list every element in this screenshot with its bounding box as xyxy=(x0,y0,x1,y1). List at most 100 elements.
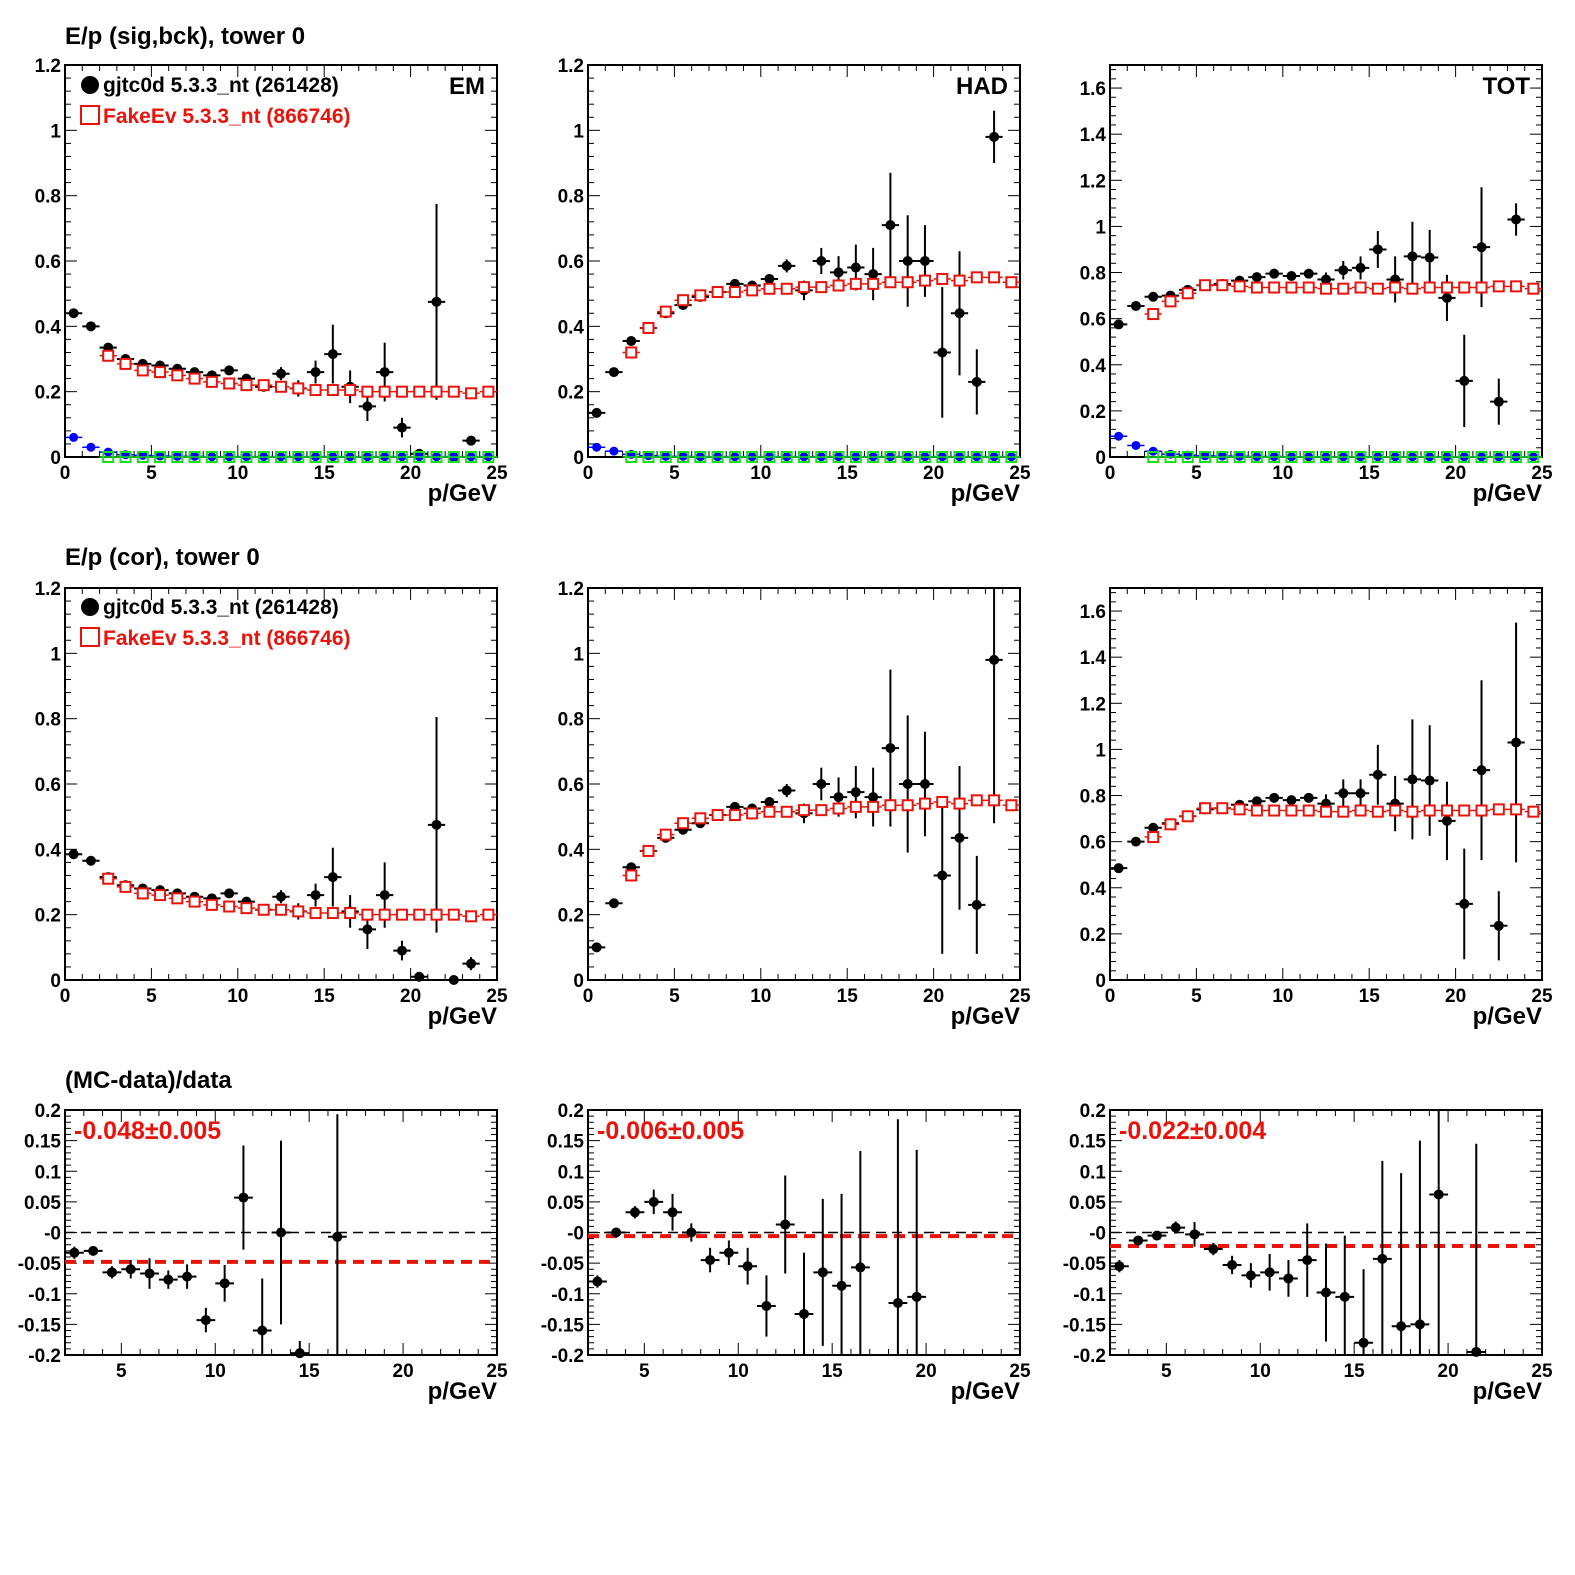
mc-point xyxy=(711,809,724,822)
mc-point xyxy=(292,905,305,918)
y-tick-label: 0.8 xyxy=(1080,787,1106,808)
mc-point xyxy=(677,817,690,830)
data-point xyxy=(1303,268,1314,279)
mc-point xyxy=(344,384,357,397)
plot-panel-9: 5 10 15 20 25 -0.2 -0.15 -0.1 -0.05 -0 0.05 0.1 0.15… xyxy=(1063,1101,1553,1405)
y-tick-label: 0.15 xyxy=(1069,1132,1106,1153)
mc-point xyxy=(1337,805,1350,818)
x-tick-label: 5 xyxy=(146,986,157,1007)
data-point xyxy=(591,407,602,418)
data-point xyxy=(836,1280,847,1291)
mc-point xyxy=(188,372,201,385)
x-tick-label: 5 xyxy=(669,463,680,484)
bck-mc-point xyxy=(136,451,149,463)
bck-mc-point xyxy=(1423,451,1436,463)
x-tick-label: 15 xyxy=(314,463,336,484)
data-point xyxy=(781,260,792,271)
data-point xyxy=(855,1262,866,1273)
data-point xyxy=(125,1264,136,1275)
y-tick-label: 0.6 xyxy=(558,775,584,796)
data-point xyxy=(816,779,827,789)
y-tick-label: 0.05 xyxy=(24,1193,61,1214)
bck-mc-point xyxy=(728,451,741,463)
mc-point xyxy=(1389,804,1402,817)
bck-mc-point xyxy=(205,451,218,463)
mc-point xyxy=(728,809,741,822)
bck-mc-point xyxy=(257,451,270,463)
x-tick-label: 25 xyxy=(486,986,508,1007)
data-point xyxy=(742,1261,753,1272)
legend-data-marker xyxy=(81,76,99,94)
mc-point xyxy=(625,869,638,882)
bck-data-point xyxy=(86,442,96,452)
data-point xyxy=(1424,252,1435,263)
x-tick-label: 20 xyxy=(923,986,944,1007)
data-point xyxy=(1264,1267,1275,1278)
data-point xyxy=(431,819,442,830)
mc-point xyxy=(1302,804,1315,817)
bck-mc-point xyxy=(625,451,638,463)
data-point xyxy=(1441,292,1452,303)
mc-point xyxy=(309,907,322,920)
fit-result-label: -0.048±0.005 xyxy=(74,1117,221,1145)
mc-point xyxy=(171,892,184,905)
data-point xyxy=(85,321,96,332)
mc-point xyxy=(953,797,966,810)
bck-mc-point xyxy=(378,451,391,463)
data-point xyxy=(1493,396,1504,407)
y-tick-label: -0.2 xyxy=(1073,1346,1106,1367)
y-tick-label: 1 xyxy=(573,121,584,142)
bck-mc-point xyxy=(1320,451,1332,463)
x-tick-label: 15 xyxy=(299,1361,321,1382)
data-point xyxy=(971,376,982,387)
bck-data-point xyxy=(643,451,653,461)
mc-point xyxy=(361,908,374,921)
mc-point xyxy=(482,385,495,398)
bck-mc-point xyxy=(798,451,810,463)
data-point xyxy=(396,422,407,433)
y-tick-label: -0.15 xyxy=(541,1315,585,1336)
y-tick-label: 0.2 xyxy=(35,1101,61,1122)
data-point xyxy=(885,743,896,754)
fit-result-label: -0.022±0.004 xyxy=(1119,1117,1266,1145)
data-point xyxy=(1338,265,1349,276)
mc-point xyxy=(1475,281,1488,294)
bck-mc-point xyxy=(746,451,759,463)
data-point xyxy=(780,1219,791,1230)
mc-point xyxy=(1440,804,1453,817)
y-tick-label: 1 xyxy=(50,121,61,142)
x-tick-label: 5 xyxy=(146,463,157,484)
mc-point xyxy=(780,282,793,295)
plot-panel-4: 0 5 10 15 20 25 0 0.2 0.4 0.6 0.8 1 1.2 p/GeV xyxy=(35,579,508,1030)
x-tick-label: 20 xyxy=(1438,1361,1459,1382)
mc-point xyxy=(240,902,253,915)
y-tick-label: 1.6 xyxy=(1080,79,1106,100)
y-tick-label: 0.6 xyxy=(1080,310,1106,331)
mc-point xyxy=(1510,803,1523,816)
y-tick-label: 0.4 xyxy=(558,317,585,338)
bck-mc-point xyxy=(275,451,287,463)
data-point xyxy=(1251,796,1262,807)
data-point xyxy=(68,849,79,860)
data-point xyxy=(1441,815,1452,826)
mc-point xyxy=(223,900,236,913)
bck-mc-point xyxy=(867,451,880,463)
data-point xyxy=(919,256,930,266)
bck-mc-point xyxy=(763,451,776,463)
plot-frame xyxy=(587,64,1021,458)
bck-mc-point xyxy=(1389,451,1402,463)
x-axis-label: p/GeV xyxy=(1473,480,1542,507)
mc-point xyxy=(430,908,443,921)
mc-point xyxy=(1268,281,1281,294)
y-tick-label: 1 xyxy=(50,644,61,665)
mc-point xyxy=(1475,804,1488,817)
bck-mc-point xyxy=(395,451,408,463)
mc-point xyxy=(1320,805,1332,818)
mc-point xyxy=(292,382,305,395)
y-tick-label: 0.2 xyxy=(1080,1101,1106,1122)
mc-point xyxy=(884,276,897,289)
panel-tag: HAD xyxy=(956,73,1008,100)
data-point xyxy=(1286,795,1297,806)
panel-tag: EM xyxy=(449,73,485,100)
data-point xyxy=(1170,1222,1181,1233)
